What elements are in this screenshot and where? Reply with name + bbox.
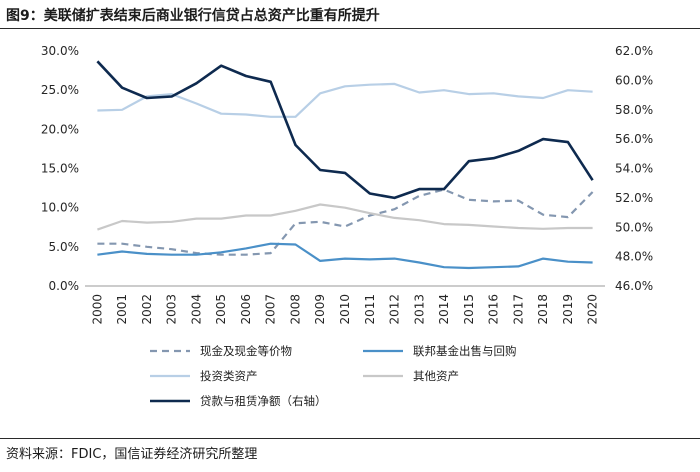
right-tick-label: 52.0%: [615, 191, 653, 205]
x-axis: 2000 2001 2002 2003 2004 2005 2006 2007 2008 2009…: [85, 285, 605, 325]
x-tick-label: 2004: [189, 294, 203, 325]
legend-label: 贷款与租赁净额（右轴）: [200, 394, 327, 408]
left-axis: 0.0% 5.0% 10.0% 15.0% 20.0% 25.0% 30.0%: [41, 44, 79, 293]
x-tick-label: 2002: [140, 294, 154, 325]
right-axis: 46.0% 48.0% 50.0% 52.0% 54.0% 56.0% 58.0% 60.0%…: [615, 44, 653, 293]
title-rule: [0, 28, 700, 29]
x-tick-label: 2000: [90, 294, 104, 325]
x-tick-label: 2010: [338, 294, 352, 325]
left-tick-label: 20.0%: [41, 122, 79, 136]
figure-title: 图9：美联储扩表结束后商业银行信贷占总资产比重有所提升: [6, 8, 380, 24]
legend-label: 现金及现金等价物: [200, 344, 292, 358]
x-tick-label: 2007: [264, 294, 278, 325]
x-tick-label: 2001: [115, 294, 129, 325]
x-tick-label: 2006: [239, 294, 253, 325]
right-tick-label: 58.0%: [615, 103, 653, 117]
left-tick-label: 25.0%: [41, 83, 79, 97]
legend-label: 其他资产: [413, 369, 459, 383]
series-line-3: [97, 82, 593, 118]
left-tick-label: 10.0%: [41, 201, 79, 215]
series-line-2: [97, 242, 593, 270]
x-tick-label: 2015: [462, 294, 476, 325]
series-line-4: [97, 203, 593, 231]
left-tick-label: 0.0%: [49, 279, 80, 293]
right-tick-label: 48.0%: [615, 250, 653, 264]
x-tick-label: 2012: [388, 294, 402, 325]
x-tick-label: 2003: [165, 294, 179, 325]
right-tick-label: 56.0%: [615, 132, 653, 146]
x-tick-label: 2018: [536, 294, 550, 325]
legend-label: 联邦基金出售与回购: [413, 344, 517, 358]
series-layer: [96, 60, 594, 270]
x-tick-label: 2014: [437, 294, 451, 325]
x-tick-label: 2005: [214, 294, 228, 325]
title-bar: 图9：美联储扩表结束后商业银行信贷占总资产比重有所提升: [0, 0, 700, 28]
x-tick-label: 2008: [288, 294, 302, 325]
left-tick-label: 30.0%: [41, 44, 79, 58]
left-tick-label: 5.0%: [49, 240, 80, 254]
series-line-5: [96, 60, 594, 200]
right-tick-label: 54.0%: [615, 162, 653, 176]
left-tick-label: 15.0%: [41, 162, 79, 176]
source-note: 资料来源：FDIC，国信证券经济研究所整理: [6, 447, 258, 462]
footer-rule: [0, 438, 700, 439]
x-tick-label: 2020: [586, 294, 600, 325]
right-tick-label: 46.0%: [615, 279, 653, 293]
x-tick-label: 2011: [363, 294, 377, 325]
x-tick-label: 2017: [511, 294, 525, 325]
right-tick-label: 50.0%: [615, 220, 653, 234]
legend-label: 投资类资产: [200, 369, 258, 383]
right-tick-label: 62.0%: [615, 44, 653, 58]
x-tick-label: 2009: [313, 294, 327, 325]
line-chart: 0.0%5.0%10.0%15.0%20.0%25.0%30.0% 46.0%4…: [41, 44, 653, 408]
right-tick-label: 60.0%: [615, 73, 653, 87]
series-line-1: [97, 188, 594, 256]
x-tick-label: 2013: [412, 294, 426, 325]
x-tick-label: 2019: [561, 294, 575, 325]
x-tick-label: 2016: [487, 294, 501, 325]
